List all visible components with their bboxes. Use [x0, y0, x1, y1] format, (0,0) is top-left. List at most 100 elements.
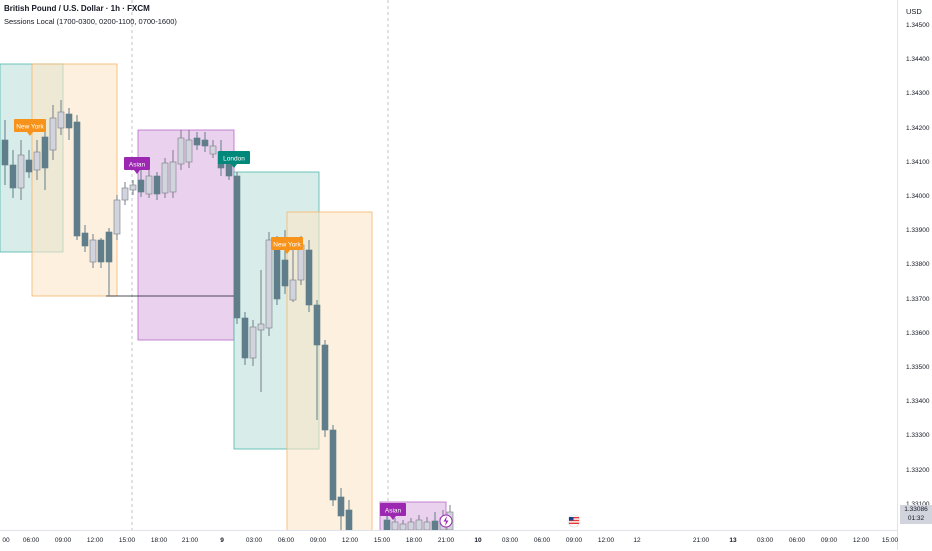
- time-tick: 21:00: [181, 537, 199, 544]
- time-tick: 12:00: [341, 537, 359, 544]
- time-axis[interactable]: [0, 530, 897, 551]
- candle-body: [313, 304, 321, 346]
- time-tick: 03:00: [756, 537, 774, 544]
- time-tick: 15:00: [118, 537, 136, 544]
- current-price: 1.33086: [904, 506, 928, 513]
- price-tick: 1.34300: [906, 90, 930, 98]
- price-tick: 1.33700: [906, 295, 930, 303]
- candle-body: [321, 344, 329, 431]
- symbol-title[interactable]: British Pound / U.S. Dollar · 1h · FXCM: [4, 4, 150, 13]
- session-label-text: Asian: [385, 508, 402, 515]
- price-tick: 1.33200: [906, 466, 930, 474]
- time-tick: 9: [220, 537, 224, 544]
- candle-body: [161, 162, 169, 194]
- time-tick: 03:00: [501, 537, 519, 544]
- candle-body: [329, 429, 337, 501]
- candle-body: [17, 154, 25, 189]
- candle-body: [345, 509, 353, 530]
- candle-body: [193, 137, 201, 146]
- time-tick: 06:00: [788, 537, 806, 544]
- time-tick: 21:00: [692, 537, 710, 544]
- time-tick: 12:00: [597, 537, 615, 544]
- candle-body: [407, 521, 415, 530]
- session-label: New York: [14, 119, 46, 136]
- candle-body: [57, 111, 65, 129]
- time-tick: 10: [474, 537, 482, 544]
- session-label-text: London: [223, 156, 245, 163]
- time-tick: 15:00: [881, 537, 899, 544]
- candle-body: [33, 151, 41, 171]
- time-tick: 18:00: [150, 537, 168, 544]
- candle-body: [73, 121, 81, 237]
- candle-body: [337, 496, 345, 517]
- candle-body: [201, 139, 209, 147]
- candle-body: [415, 519, 423, 530]
- currency-label[interactable]: USD: [906, 7, 922, 16]
- session-label-text: Asian: [129, 162, 146, 169]
- price-tick: 1.33600: [906, 329, 930, 337]
- price-tick: 1.33100: [906, 501, 930, 508]
- time-tick: 03:00: [245, 537, 263, 544]
- price-chart[interactable]: New York Asian London New York Asian: [0, 0, 897, 530]
- candle-body: [105, 231, 113, 263]
- candle-body: [25, 159, 33, 173]
- price-tick: 1.33900: [906, 227, 930, 235]
- candle-body: [249, 326, 257, 359]
- candle-body: [185, 139, 193, 163]
- candle-body: [49, 117, 57, 151]
- candle-body: [81, 232, 89, 247]
- price-axis[interactable]: [897, 0, 932, 550]
- candle-body: [241, 317, 249, 359]
- candle-body: [225, 163, 233, 177]
- time-tick: 21:00: [437, 537, 455, 544]
- candle-body: [423, 521, 431, 530]
- us-flag-icon[interactable]: [567, 514, 581, 528]
- indicator-label[interactable]: Sessions Local (1700-0300, 0200-1100, 07…: [4, 17, 177, 26]
- candle-body: [399, 523, 407, 530]
- price-tick: 1.34400: [906, 56, 930, 64]
- session-label-text: New York: [273, 242, 301, 249]
- price-tick: 1.34200: [906, 124, 930, 132]
- candle-body: [281, 259, 289, 287]
- current-price-badge: 1.33086 01:32: [900, 505, 932, 524]
- time-tick: 09:00: [565, 537, 583, 544]
- time-tick: 12:00: [852, 537, 870, 544]
- session-label: New York: [271, 237, 303, 254]
- time-tick: 06:00: [533, 537, 551, 544]
- price-tick: 1.34500: [906, 22, 930, 29]
- time-tick: 06:00: [277, 537, 295, 544]
- candle-body: [1, 139, 9, 166]
- time-tick: 09:00: [820, 537, 838, 544]
- time-tick: 18:00: [405, 537, 423, 544]
- candle-body: [89, 239, 97, 263]
- candle-body: [431, 520, 439, 530]
- lightning-icon[interactable]: [439, 514, 453, 528]
- candle-body: [65, 113, 73, 129]
- session-label: London: [218, 151, 250, 168]
- candle-body: [137, 179, 145, 193]
- candle-body: [145, 175, 153, 195]
- chart-pane[interactable]: New York Asian London New York Asian: [0, 0, 897, 530]
- candle-body: [383, 519, 391, 530]
- session-label: Asian: [124, 157, 150, 174]
- time-tick: 15:00: [373, 537, 391, 544]
- candle-body: [273, 243, 281, 300]
- price-tick: 1.33500: [906, 364, 930, 371]
- candle-body: [209, 145, 217, 155]
- candle-body: [289, 279, 297, 301]
- candle-body: [177, 137, 185, 165]
- price-tick: 1.33400: [906, 398, 930, 406]
- time-tick: 13: [729, 537, 737, 544]
- time-tick: 12:00: [86, 537, 104, 544]
- session-label: Asian: [380, 503, 406, 520]
- bar-countdown: 01:32: [907, 515, 925, 522]
- candle-body: [169, 161, 177, 193]
- candle-body: [153, 175, 161, 195]
- time-tick: 06:00: [22, 537, 40, 544]
- candle-body: [9, 164, 17, 189]
- price-tick: 1.34100: [906, 158, 930, 166]
- candle-body: [265, 239, 273, 329]
- candle-body: [97, 239, 105, 263]
- session-label-text: New York: [16, 124, 44, 131]
- candle-body: [297, 244, 305, 281]
